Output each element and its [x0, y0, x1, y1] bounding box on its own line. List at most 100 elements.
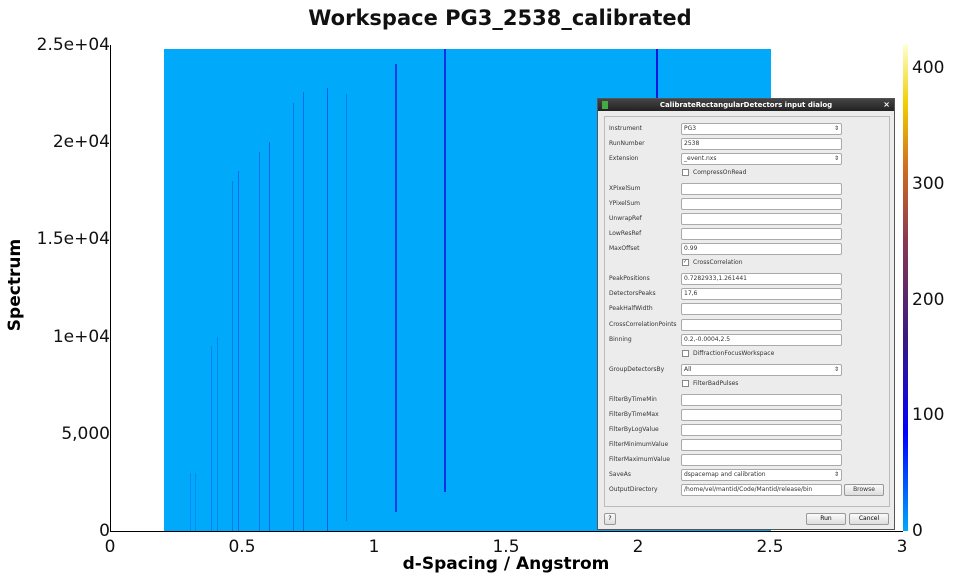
extension-select[interactable]: _event.nxs ⇕ — [681, 153, 842, 166]
row-filterbytimemax: FilterByTimeMax — [605, 408, 889, 421]
saveas-select[interactable]: dspacemap and calibration ⇕ — [681, 468, 842, 481]
binning-label: Binning — [609, 335, 632, 343]
peak-line — [258, 151, 260, 531]
maxoffset-label: MaxOffset — [609, 245, 640, 253]
field-value: 0.7282933,1.261441 — [684, 275, 747, 283]
row-binning: Binning 0.2,-0.0004,2.5 — [605, 333, 889, 346]
peak-line — [216, 336, 218, 531]
x-tick-label: 2.5 — [756, 537, 784, 557]
diffractionfocusworkspace-label: DiffractionFocusWorkspace — [693, 349, 775, 357]
compressonread-checkbox[interactable] — [682, 169, 689, 177]
dialog-form: Instrument PG3 ⇕ RunNumber 2538 Extension _eve… — [604, 116, 890, 507]
row-xpixelsum: XPixelSum — [605, 183, 889, 196]
spin-arrows-icon: ⇕ — [833, 470, 839, 478]
y-tick-label: 2e+04 — [52, 132, 110, 153]
colorbar-tick-label: 200 — [912, 289, 945, 310]
peak-line — [237, 171, 239, 531]
crosscorrelationpoints-label: CrossCorrelationPoints — [609, 320, 677, 328]
row-filtermaximumvalue: FilterMaximumValue — [605, 453, 889, 466]
y-axis-label: Spectrum — [5, 238, 25, 332]
help-button[interactable]: ? — [604, 513, 616, 525]
binning-input[interactable]: 0.2,-0.0004,2.5 — [681, 333, 842, 346]
spin-arrows-icon: ⇕ — [833, 125, 839, 132]
instrument-select[interactable]: PG3 ⇕ — [681, 123, 842, 135]
filterbytimemin-input[interactable] — [681, 393, 842, 406]
browse-button[interactable]: Browse — [844, 483, 884, 496]
peak-line — [326, 87, 328, 531]
crosscorrelationpoints-input[interactable] — [681, 318, 842, 331]
close-icon[interactable]: × — [883, 100, 890, 109]
peakpositions-label: PeakPositions — [609, 275, 650, 283]
unwrapref-input[interactable] — [681, 213, 842, 226]
filterbadpulses-checkbox[interactable] — [682, 379, 689, 387]
peak-line — [656, 48, 659, 100]
plot-title: Workspace PG3_2538_calibrated — [308, 6, 692, 30]
peak-line — [211, 346, 213, 531]
outputdirectory-input[interactable]: /home/vel/mantid/Code/Mantid/release/bin — [681, 483, 842, 496]
peak-line — [269, 142, 271, 531]
detectorspeaks-input[interactable]: 17,6 — [681, 288, 842, 301]
row-maxoffset: MaxOffset 0.99 — [605, 243, 889, 256]
runnumber-label: RunNumber — [609, 140, 645, 148]
peakhalfwidth-label: PeakHalfWidth — [609, 305, 653, 313]
filterminimumvalue-input[interactable] — [681, 438, 842, 451]
detectorspeaks-label: DetectorsPeaks — [609, 290, 656, 298]
colorbar-tick-label: 300 — [912, 173, 945, 194]
unwrapref-label: UnwrapRef — [609, 215, 642, 223]
filterbadpulses-label: FilterBadPulses — [693, 379, 739, 387]
row-ypixelsum: YPixelSum — [605, 198, 889, 211]
crosscorrelation-label: CrossCorrelation — [693, 259, 743, 267]
peak-line — [444, 48, 447, 493]
xpixelsum-input[interactable] — [681, 183, 842, 196]
maxoffset-input[interactable]: 0.99 — [681, 243, 842, 256]
row-peakpositions: PeakPositions 0.7282933,1.261441 — [605, 273, 889, 286]
groupdetectorsby-select[interactable]: All ⇕ — [681, 363, 842, 376]
x-axis-label: d-Spacing / Angstrom — [402, 554, 610, 574]
colorbar — [903, 45, 908, 531]
cancel-button[interactable]: Cancel — [849, 513, 889, 525]
peak-line — [345, 93, 347, 522]
run-button[interactable]: Run — [806, 513, 846, 525]
app-icon — [602, 101, 608, 109]
xpixelsum-label: XPixelSum — [609, 185, 641, 193]
x-tick-label: 1 — [368, 537, 380, 557]
field-value: dspacemap and calibration — [684, 470, 766, 478]
row-filterbylogvalue: FilterByLogValue — [605, 423, 889, 436]
filterbytimemax-input[interactable] — [681, 408, 842, 421]
peak-line — [195, 472, 197, 531]
peak-line — [395, 64, 398, 512]
extension-label: Extension — [609, 155, 639, 163]
instrument-label: Instrument — [609, 125, 643, 132]
y-tick-label: 0 — [99, 521, 110, 541]
row-crosscorrelationpoints: CrossCorrelationPoints — [605, 318, 889, 331]
colorbar-tick-label: 400 — [912, 58, 945, 79]
x-tick-label: 2 — [632, 537, 644, 557]
row-extension: Extension _event.nxs ⇕ — [605, 153, 889, 166]
diffractionfocusworkspace-checkbox[interactable] — [682, 349, 689, 357]
lowresref-input[interactable] — [681, 228, 842, 241]
peakpositions-input[interactable]: 0.7282933,1.261441 — [681, 273, 842, 286]
runnumber-input[interactable]: 2538 — [681, 138, 842, 151]
row-filterminimumvalue: FilterMinimumValue — [605, 438, 889, 451]
crosscorrelation-checkbox[interactable]: ✓ — [682, 259, 689, 267]
row-peakhalfwidth: PeakHalfWidth — [605, 303, 889, 316]
groupdetectorsby-label: GroupDetectorsBy — [609, 365, 665, 373]
row-compressonread: CompressOnRead — [605, 168, 889, 180]
field-value: 0.2,-0.0004,2.5 — [684, 335, 731, 343]
field-value: 0.99 — [684, 245, 698, 253]
field-value: PG3 — [684, 125, 697, 132]
y-tick-label: 2.5e+04 — [36, 35, 110, 55]
y-tick-label: 5,000 — [61, 423, 110, 444]
peakhalfwidth-input[interactable] — [681, 303, 842, 316]
filtermaximumvalue-label: FilterMaximumValue — [609, 455, 670, 463]
field-value: All — [684, 365, 692, 373]
field-value: /home/vel/mantid/Code/Mantid/release/bin — [684, 485, 813, 493]
filterminimumvalue-label: FilterMinimumValue — [609, 440, 669, 448]
row-detectorspeaks: DetectorsPeaks 17,6 — [605, 288, 889, 301]
filterbylogvalue-input[interactable] — [681, 423, 842, 436]
dialog-titlebar[interactable]: CalibrateRectangularDetectors input dial… — [598, 99, 894, 111]
ypixelsum-input[interactable] — [681, 198, 842, 211]
y-tick-label: 1e+04 — [52, 326, 110, 347]
spin-arrows-icon: ⇕ — [833, 155, 839, 163]
filtermaximumvalue-input[interactable] — [681, 453, 842, 466]
